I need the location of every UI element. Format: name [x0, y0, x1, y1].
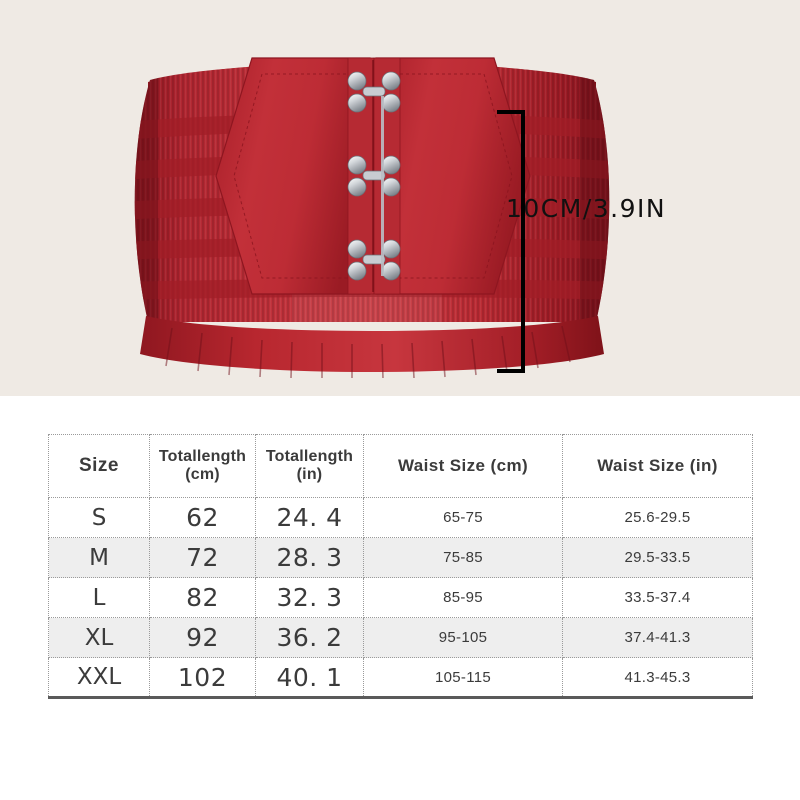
dimension-line-vertical: [521, 110, 525, 373]
belt-product-image: [112, 36, 632, 378]
cell-waist-size-in: 25.6-29.5: [562, 497, 753, 538]
belt-bottom-ruffle: [140, 316, 604, 378]
cell-waist-size-cm: 105-115: [363, 657, 563, 699]
cell-waist-size-in: 41.3-45.3: [562, 657, 753, 699]
header-line-1: Totallength: [265, 448, 354, 466]
size-chart-header: Size Totallength (cm) Totallength (in) W…: [48, 434, 753, 498]
cell-total-length-in: 24. 4: [255, 497, 364, 538]
cell-size: XL: [48, 617, 150, 658]
size-chart-body: S 62 24. 4 65-75 25.6-29.5 M 72 28. 3 75-85 29.5-…: [48, 497, 753, 699]
size-chart-section: Size Totallength (cm) Totallength (in) W…: [0, 396, 800, 800]
table-row: XXL 102 40. 1 105-115 41.3-45.3: [48, 657, 753, 699]
buckle-clasp-top: [347, 71, 401, 113]
size-chart-table: Size Totallength (cm) Totallength (in) W…: [48, 434, 753, 699]
belt-buckle: [215, 57, 531, 295]
cell-total-length-cm: 72: [149, 537, 256, 578]
cell-total-length-cm: 92: [149, 617, 256, 658]
header-row: Size Totallength (cm) Totallength (in) W…: [48, 434, 753, 498]
column-header-waist-size-in: Waist Size (in): [562, 434, 753, 498]
buckle-clasp-middle: [347, 155, 401, 197]
cell-total-length-in: 40. 1: [255, 657, 364, 699]
cell-size: M: [48, 537, 150, 578]
cell-waist-size-in: 29.5-33.5: [562, 537, 753, 578]
header-line-1: Totallength: [158, 448, 247, 466]
table-row: XL 92 36. 2 95-105 37.4-41.3: [48, 617, 753, 658]
cell-total-length-in: 36. 2: [255, 617, 364, 658]
cell-total-length-cm: 82: [149, 577, 256, 618]
cell-waist-size-cm: 75-85: [363, 537, 563, 578]
cell-waist-size-cm: 65-75: [363, 497, 563, 538]
buckle-clasp-bottom: [347, 239, 401, 281]
cell-waist-size-in: 37.4-41.3: [562, 617, 753, 658]
table-row: S 62 24. 4 65-75 25.6-29.5: [48, 497, 753, 538]
dimension-tick-bottom: [497, 369, 525, 373]
cell-total-length-cm: 102: [149, 657, 256, 699]
product-photo-area: 10CM/3.9IN: [0, 0, 800, 396]
column-header-total-length-in: Totallength (in): [255, 434, 364, 498]
table-row: L 82 32. 3 85-95 33.5-37.4: [48, 577, 753, 618]
table-row: M 72 28. 3 75-85 29.5-33.5: [48, 537, 753, 578]
dimension-tick-top: [497, 110, 525, 114]
column-header-waist-size-cm: Waist Size (cm): [363, 434, 563, 498]
header-line-2: (cm): [185, 466, 220, 483]
dimension-label: 10CM/3.9IN: [506, 194, 667, 223]
cell-size: XXL: [48, 657, 150, 699]
cell-size: L: [48, 577, 150, 618]
cell-total-length-in: 28. 3: [255, 537, 364, 578]
header-line-2: (in): [296, 466, 323, 483]
cell-total-length-in: 32. 3: [255, 577, 364, 618]
cell-waist-size-cm: 95-105: [363, 617, 563, 658]
belt-illustration: [134, 57, 610, 378]
cell-total-length-cm: 62: [149, 497, 256, 538]
column-header-size: Size: [48, 434, 150, 498]
cell-waist-size-cm: 85-95: [363, 577, 563, 618]
column-header-total-length-cm: Totallength (cm): [149, 434, 256, 498]
cell-waist-size-in: 33.5-37.4: [562, 577, 753, 618]
cell-size: S: [48, 497, 150, 538]
